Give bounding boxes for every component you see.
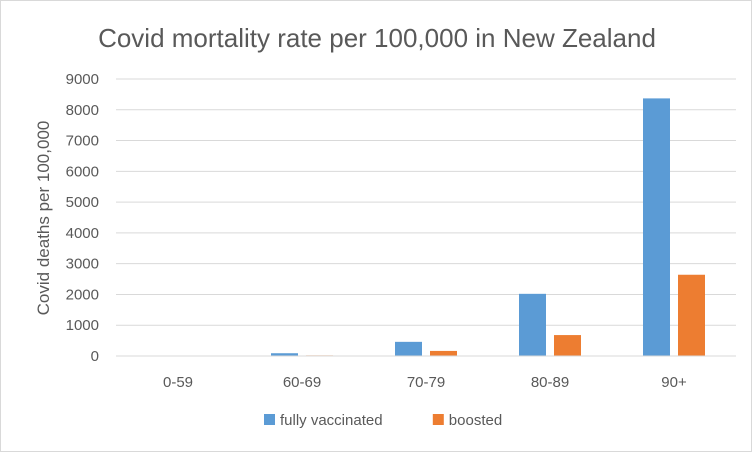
legend-swatch-boosted [433,414,444,425]
bar-fully-vaccinated-90+ [643,98,670,356]
y-tick-label: 4000 [66,225,99,242]
y-axis-label: Covid deaths per 100,000 [34,121,53,316]
y-tick-label: 3000 [66,256,99,273]
legend: fully vaccinated boosted [264,412,502,429]
legend-label: boosted [449,412,502,429]
x-axis-ticks: 0-59 60-69 70-79 80-89 90+ [163,374,687,391]
bars [147,98,705,356]
legend-swatch-fully-vaccinated [264,414,275,425]
x-tick-label: 90+ [661,374,687,391]
x-tick-label: 0-59 [163,374,193,391]
y-axis-ticks: 0 1000 2000 3000 4000 5000 6000 7000 8000 9000 [66,71,99,365]
y-tick-label: 0 [91,348,99,365]
y-tick-label: 9000 [66,71,99,88]
bar-fully-vaccinated-70-79 [395,342,422,356]
y-tick-label: 5000 [66,194,99,211]
chart-title: Covid mortality rate per 100,000 in New … [98,23,656,53]
bar-boosted-80-89 [554,335,581,356]
x-tick-label: 80-89 [531,374,569,391]
y-tick-label: 8000 [66,102,99,119]
bar-boosted-90+ [678,275,705,356]
legend-label: fully vaccinated [280,412,383,429]
y-tick-label: 2000 [66,286,99,303]
bar-fully-vaccinated-80-89 [519,294,546,356]
y-tick-label: 1000 [66,317,99,334]
x-tick-label: 70-79 [407,374,445,391]
bar-boosted-70-79 [430,351,457,356]
x-tick-label: 60-69 [283,374,321,391]
y-tick-label: 7000 [66,133,99,150]
y-tick-label: 6000 [66,163,99,180]
